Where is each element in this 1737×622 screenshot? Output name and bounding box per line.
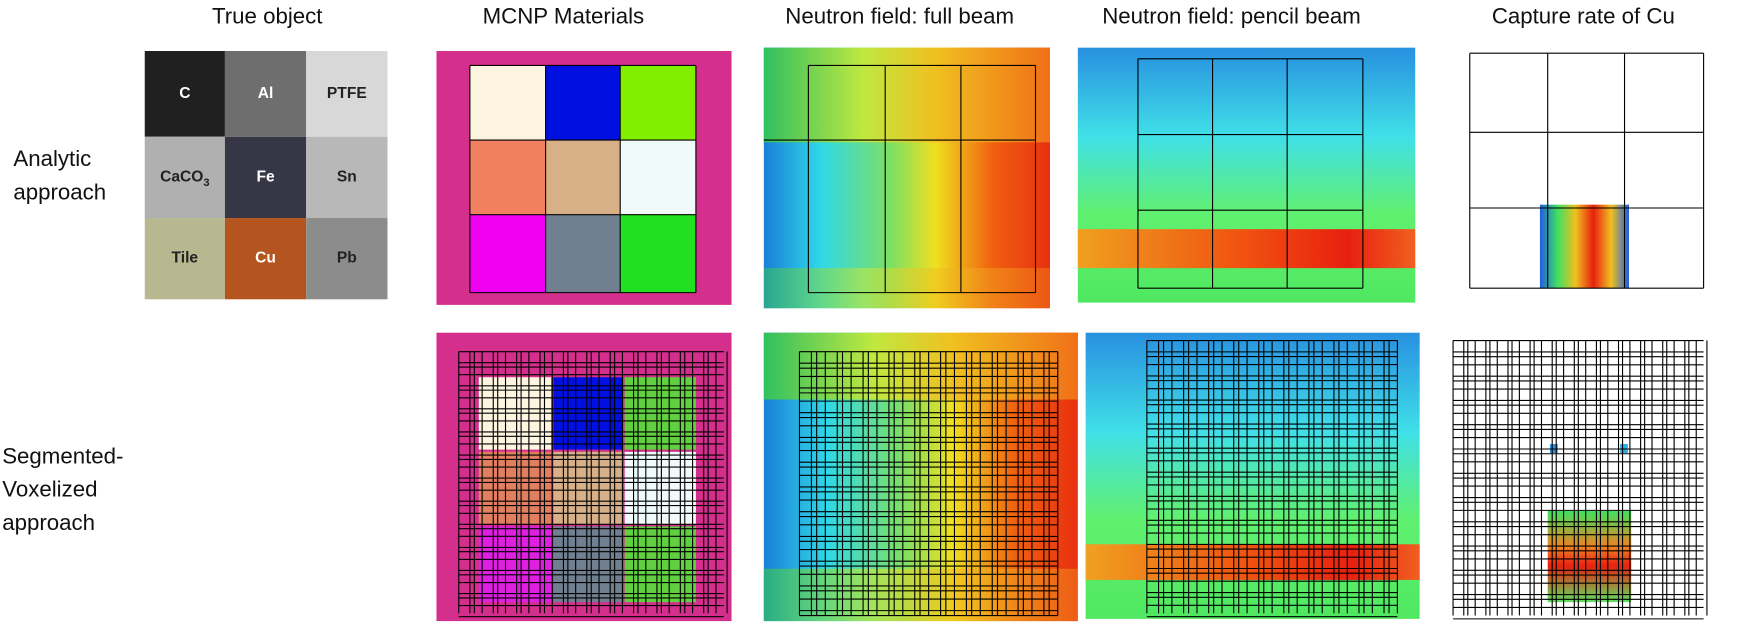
row-label: approach [2, 510, 95, 535]
mcnp-analytic [436, 51, 732, 305]
material-label: Tile [172, 250, 199, 267]
column-headers: True object MCNP Materials Neutron field: … [212, 3, 1675, 28]
material-cell [306, 51, 388, 137]
material-name: Pb [337, 250, 357, 267]
material-name: Sn [337, 168, 357, 185]
material-cell [144, 51, 225, 137]
pencil-beam-analytic [1077, 47, 1416, 303]
material-name: C [179, 85, 190, 102]
row-label: Segmented- [2, 443, 123, 468]
material-subscript: 3 [203, 177, 209, 189]
material-label: Sn [337, 168, 357, 185]
material-cell [224, 218, 307, 300]
column-header: Neutron field: pencil beam [1102, 3, 1361, 28]
material-name: Cu [255, 250, 276, 267]
material-cell [224, 51, 307, 137]
material-cell [144, 136, 225, 219]
material-cell [224, 136, 307, 219]
full-beam-analytic [763, 47, 1050, 309]
column-header: Capture rate of Cu [1492, 3, 1675, 28]
column-header: MCNP Materials [483, 3, 645, 28]
material-label: C [179, 85, 190, 102]
column-header: True object [212, 3, 323, 28]
mcnp-voxel [436, 332, 732, 622]
material-label: Fe [256, 168, 275, 185]
material-name: Al [258, 85, 274, 102]
row-label: approach [13, 179, 106, 204]
material-label: PTFE [327, 85, 367, 102]
material-name: CaCO [160, 168, 203, 185]
material-name: Fe [256, 168, 275, 185]
material-cell [144, 218, 225, 300]
material-label: Cu [255, 250, 276, 267]
voxel-grids [458, 339, 1708, 620]
material-label: Al [258, 85, 274, 102]
column-header: Neutron field: full beam [785, 3, 1014, 28]
row-label: Analytic [13, 146, 91, 171]
material-cell [306, 136, 388, 219]
row-label: Voxelized [2, 477, 97, 502]
material-label: CaCO3 [160, 168, 209, 188]
material-label: Pb [337, 250, 357, 267]
material-name: Tile [172, 250, 199, 267]
true-object-panel: C Al PTFE CaCO3 Fe Sn Tile Cu Pb [144, 51, 388, 300]
capture-analytic [1469, 52, 1705, 289]
row-labels: Analytic approach Segmented- Voxelized appro… [2, 146, 123, 535]
material-name: PTFE [327, 85, 367, 102]
material-cell [306, 218, 388, 300]
